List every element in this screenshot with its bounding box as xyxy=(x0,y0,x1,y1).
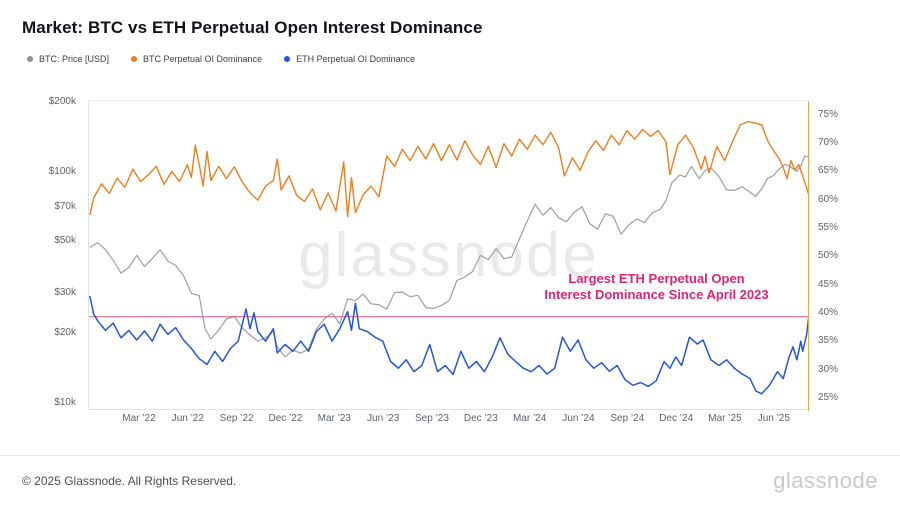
date-tick-label: Jun ’25 xyxy=(757,413,790,424)
price-tick-label: $30k xyxy=(54,286,76,298)
date-tick-label: Mar ’25 xyxy=(708,413,742,424)
glassnode-logo: glassnode xyxy=(773,468,878,493)
price-tick-label: $20k xyxy=(54,327,76,339)
btc-oi-legend-dot-icon xyxy=(131,56,138,62)
copyright-text: © 2025 Glassnode. All Rights Reserved. xyxy=(22,474,237,488)
dominance-tick-label: 65% xyxy=(818,165,839,177)
right-dominance-axis: 75% 70% 65% 60% 55% 50% 45% 40% 35% 30% 25% xyxy=(812,100,892,410)
footer: © 2025 Glassnode. All Rights Reserved. g… xyxy=(0,455,900,506)
date-tick-label: Sep ’22 xyxy=(219,413,254,424)
dominance-tick-label: 55% xyxy=(818,222,839,234)
btc-price-legend-dot-icon xyxy=(27,56,33,62)
dominance-tick-label: 40% xyxy=(818,306,839,318)
left-price-axis: $200k $100k $70k $50k $30k $20k $10k xyxy=(0,96,82,410)
price-tick-label: $50k xyxy=(54,235,76,247)
dominance-tick-label: 35% xyxy=(818,335,839,347)
legend: BTC: Price [USD] BTC Perpetual OI Domina… xyxy=(27,54,415,64)
date-tick-label: Jun ’24 xyxy=(562,413,595,424)
date-tick-label: Mar ’24 xyxy=(512,413,547,424)
price-tick-label: $100k xyxy=(48,165,76,177)
dominance-tick-label: 30% xyxy=(818,363,839,375)
plot-area[interactable]: glassnode Largest ETH Perpetual Open Int… xyxy=(88,100,809,411)
date-tick-label: Sep ’24 xyxy=(610,413,645,424)
date-tick-label: Dec ’23 xyxy=(463,413,498,424)
btc-oi-dominance-line xyxy=(89,120,809,218)
x-date-axis: Mar ’22 Jun ’22 Sep ’22 Dec ’22 Mar ’23 Jun ’… xyxy=(88,413,808,429)
date-tick-label: Dec ’24 xyxy=(659,413,694,424)
chart-title: Market: BTC vs ETH Perpetual Open Intere… xyxy=(22,18,483,37)
legend-label: ETH Perpetual OI Dominance xyxy=(296,54,416,64)
legend-label: BTC: Price [USD] xyxy=(39,54,110,64)
legend-item-eth-oi-dominance[interactable]: ETH Perpetual OI Dominance xyxy=(284,54,415,64)
date-tick-label: Dec ’22 xyxy=(268,413,303,424)
legend-label: BTC Perpetual OI Dominance xyxy=(143,54,263,64)
dominance-tick-label: 75% xyxy=(818,108,839,120)
chart-canvas xyxy=(89,101,809,411)
eth-oi-legend-dot-icon xyxy=(284,56,291,62)
price-tick-label: $70k xyxy=(54,201,76,213)
price-tick-label: $200k xyxy=(48,96,76,107)
legend-item-btc-oi-dominance[interactable]: BTC Perpetual OI Dominance xyxy=(131,54,262,64)
btc-price-line xyxy=(89,155,809,358)
date-tick-label: Mar ’23 xyxy=(317,413,351,424)
price-tick-label: $10k xyxy=(54,397,76,409)
date-tick-label: Jun ’22 xyxy=(171,413,204,424)
dominance-tick-label: 25% xyxy=(818,391,839,403)
dominance-tick-label: 60% xyxy=(818,193,839,205)
date-tick-label: Jun ’23 xyxy=(367,413,400,424)
legend-item-btc-price[interactable]: BTC: Price [USD] xyxy=(27,54,109,64)
dominance-tick-label: 45% xyxy=(818,278,839,290)
dominance-tick-label: 50% xyxy=(818,250,839,262)
eth-oi-dominance-line xyxy=(89,295,809,395)
date-tick-label: Sep ’23 xyxy=(415,413,449,424)
date-tick-label: Mar ’22 xyxy=(122,413,156,424)
dominance-tick-label: 70% xyxy=(818,137,839,149)
